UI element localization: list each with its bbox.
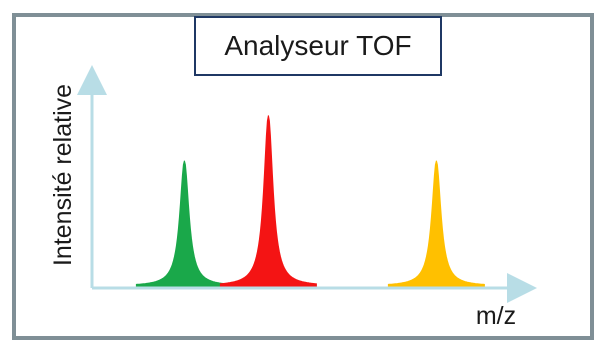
- peak-1: [135, 160, 233, 287]
- peak-3: [387, 160, 485, 287]
- chart-title: Analyseur TOF: [194, 16, 442, 76]
- x-axis-label: m/z: [476, 302, 516, 330]
- peak-2: [219, 115, 317, 287]
- peaks: [135, 115, 485, 287]
- y-axis-label: Intensité relative: [49, 84, 77, 266]
